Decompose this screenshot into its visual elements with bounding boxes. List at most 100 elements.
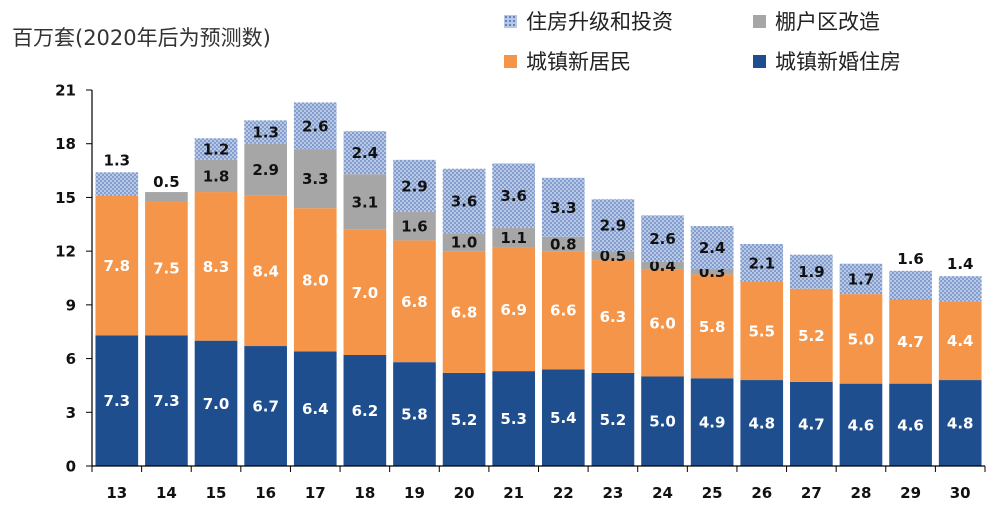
- bar-new-residents-23: [591, 260, 635, 373]
- bar-upgrade-21: [492, 163, 536, 228]
- legend-swatch-new-residents: [504, 54, 517, 68]
- data-label-new-residents-23: 6.3: [600, 308, 627, 326]
- data-label-newlywed-17: 6.4: [302, 400, 329, 418]
- bar-new-residents-13: [95, 195, 139, 336]
- y-tick-label-15: 15: [55, 189, 76, 207]
- x-tick-label-27: 27: [801, 484, 822, 502]
- data-label-upgrade-27: 1.9: [798, 263, 825, 281]
- data-label-upgrade-16: 1.3: [252, 124, 279, 142]
- data-label-newlywed-26: 4.8: [748, 415, 775, 433]
- data-label-newlywed-28: 4.6: [848, 416, 875, 434]
- x-tick-label-21: 21: [503, 484, 524, 502]
- data-label-newlywed-25: 4.9: [699, 414, 726, 432]
- x-tick-label-23: 23: [602, 484, 623, 502]
- data-label-shantytown-20: 1.0: [451, 234, 478, 252]
- bar-newlywed-30: [938, 380, 982, 466]
- legend-item-new-residents: 城镇新居民: [504, 46, 631, 76]
- data-label-newlywed-29: 4.6: [897, 416, 924, 434]
- data-label-upgrade-18: 2.4: [352, 144, 379, 162]
- bar-upgrade-17: [293, 102, 337, 150]
- data-label-new-residents-18: 7.0: [352, 284, 379, 302]
- data-label-shantytown-19: 1.6: [401, 218, 428, 236]
- bar-new-residents-26: [740, 281, 784, 381]
- bar-new-residents-22: [541, 251, 585, 370]
- y-tick-label-0: 0: [66, 458, 76, 476]
- x-tick-label-15: 15: [206, 484, 227, 502]
- data-label-shantytown-21: 1.1: [500, 229, 527, 247]
- bars-group: 7.3 7.8 1.3 7.3 7.5 0.5 7.0 8.3 1.8 1.2 6.7 8.4 2.9 1…: [95, 102, 982, 466]
- bar-shantytown-20: [442, 233, 486, 252]
- data-label-upgrade-26: 2.1: [748, 254, 775, 272]
- bar-new-residents-17: [293, 208, 337, 352]
- bar-shantytown-18: [343, 174, 387, 230]
- legend-swatch-upgrade: [504, 14, 517, 28]
- y-tick-label-12: 12: [55, 243, 76, 261]
- bar-shantytown-22: [541, 236, 585, 252]
- data-label-upgrade-17: 2.6: [302, 117, 329, 135]
- y-tick-label-21: 21: [55, 82, 76, 100]
- legend-item-shantytown: 棚户区改造: [753, 6, 880, 36]
- bar-new-residents-16: [244, 195, 287, 347]
- x-tick-label-22: 22: [553, 484, 574, 502]
- bar-shantytown-14: [145, 192, 188, 202]
- bar-upgrade-20: [442, 168, 486, 234]
- data-label-new-residents-14: 7.5: [153, 260, 180, 278]
- data-label-new-residents-21: 6.9: [500, 301, 527, 319]
- x-tick-label-17: 17: [305, 484, 326, 502]
- x-tick-label-19: 19: [404, 484, 425, 502]
- data-label-upgrade-23: 2.9: [600, 217, 627, 235]
- bar-upgrade-29: [889, 270, 932, 300]
- data-label-new-residents-15: 8.3: [203, 258, 230, 276]
- data-label-shantytown-23: 0.5: [600, 247, 627, 265]
- legend-item-upgrade: 住房升级和投资: [504, 6, 673, 36]
- bar-upgrade-27: [790, 254, 833, 289]
- data-label-new-residents-27: 5.2: [798, 327, 825, 345]
- bar-newlywed-28: [839, 383, 883, 466]
- y-tick-label-6: 6: [66, 350, 76, 368]
- bar-upgrade-24: [641, 215, 684, 262]
- x-tick-label-13: 13: [106, 484, 127, 502]
- bar-new-residents-27: [790, 288, 833, 382]
- bar-upgrade-18: [343, 131, 387, 175]
- bar-newlywed-21: [492, 371, 536, 466]
- bar-upgrade-13: [95, 172, 139, 196]
- x-tick-label-24: 24: [652, 484, 673, 502]
- y-tick-label-18: 18: [55, 135, 76, 153]
- y-tick-label-3: 3: [66, 404, 76, 422]
- bar-newlywed-22: [541, 369, 585, 466]
- data-label-new-residents-17: 8.0: [302, 271, 329, 289]
- data-label-upgrade-24: 2.6: [649, 230, 676, 248]
- data-label-upgrade-19: 2.9: [401, 177, 428, 195]
- bar-new-residents-18: [343, 229, 387, 355]
- bar-upgrade-22: [541, 177, 585, 237]
- data-label-newlywed-23: 5.2: [600, 411, 627, 429]
- data-label-shantytown-16: 2.9: [252, 161, 279, 179]
- data-label-shantytown-17: 3.3: [302, 170, 329, 188]
- bar-new-residents-20: [442, 251, 486, 373]
- x-tick-label-26: 26: [751, 484, 772, 502]
- data-label-upgrade-22: 3.3: [550, 199, 577, 217]
- data-label-shantytown-15: 1.8: [203, 167, 230, 185]
- bar-shantytown-24: [641, 261, 684, 270]
- y-tick-label-9: 9: [66, 296, 76, 314]
- data-label-upgrade-21: 3.6: [500, 187, 527, 205]
- data-label-new-residents-16: 8.4: [252, 262, 279, 280]
- data-label-new-residents-29: 4.7: [897, 333, 924, 351]
- bar-new-residents-28: [839, 294, 883, 384]
- x-tick-label-20: 20: [454, 484, 475, 502]
- bar-newlywed-23: [591, 372, 635, 466]
- x-tick-label-14: 14: [156, 484, 177, 502]
- data-label-newlywed-13: 7.3: [104, 392, 131, 410]
- data-label-newlywed-21: 5.3: [500, 410, 527, 428]
- data-label-newlywed-27: 4.7: [798, 415, 825, 433]
- x-tick-label-16: 16: [255, 484, 276, 502]
- bar-newlywed-27: [790, 381, 833, 466]
- legend-label-new-residents: 城镇新居民: [526, 50, 631, 74]
- x-tick-label-29: 29: [900, 484, 921, 502]
- bar-upgrade-19: [393, 159, 436, 212]
- data-label-newlywed-14: 7.3: [153, 392, 180, 410]
- legend-item-newlywed: 城镇新婚住房: [753, 46, 901, 76]
- bar-shantytown-16: [244, 143, 287, 196]
- data-label-new-residents-20: 6.8: [451, 304, 478, 322]
